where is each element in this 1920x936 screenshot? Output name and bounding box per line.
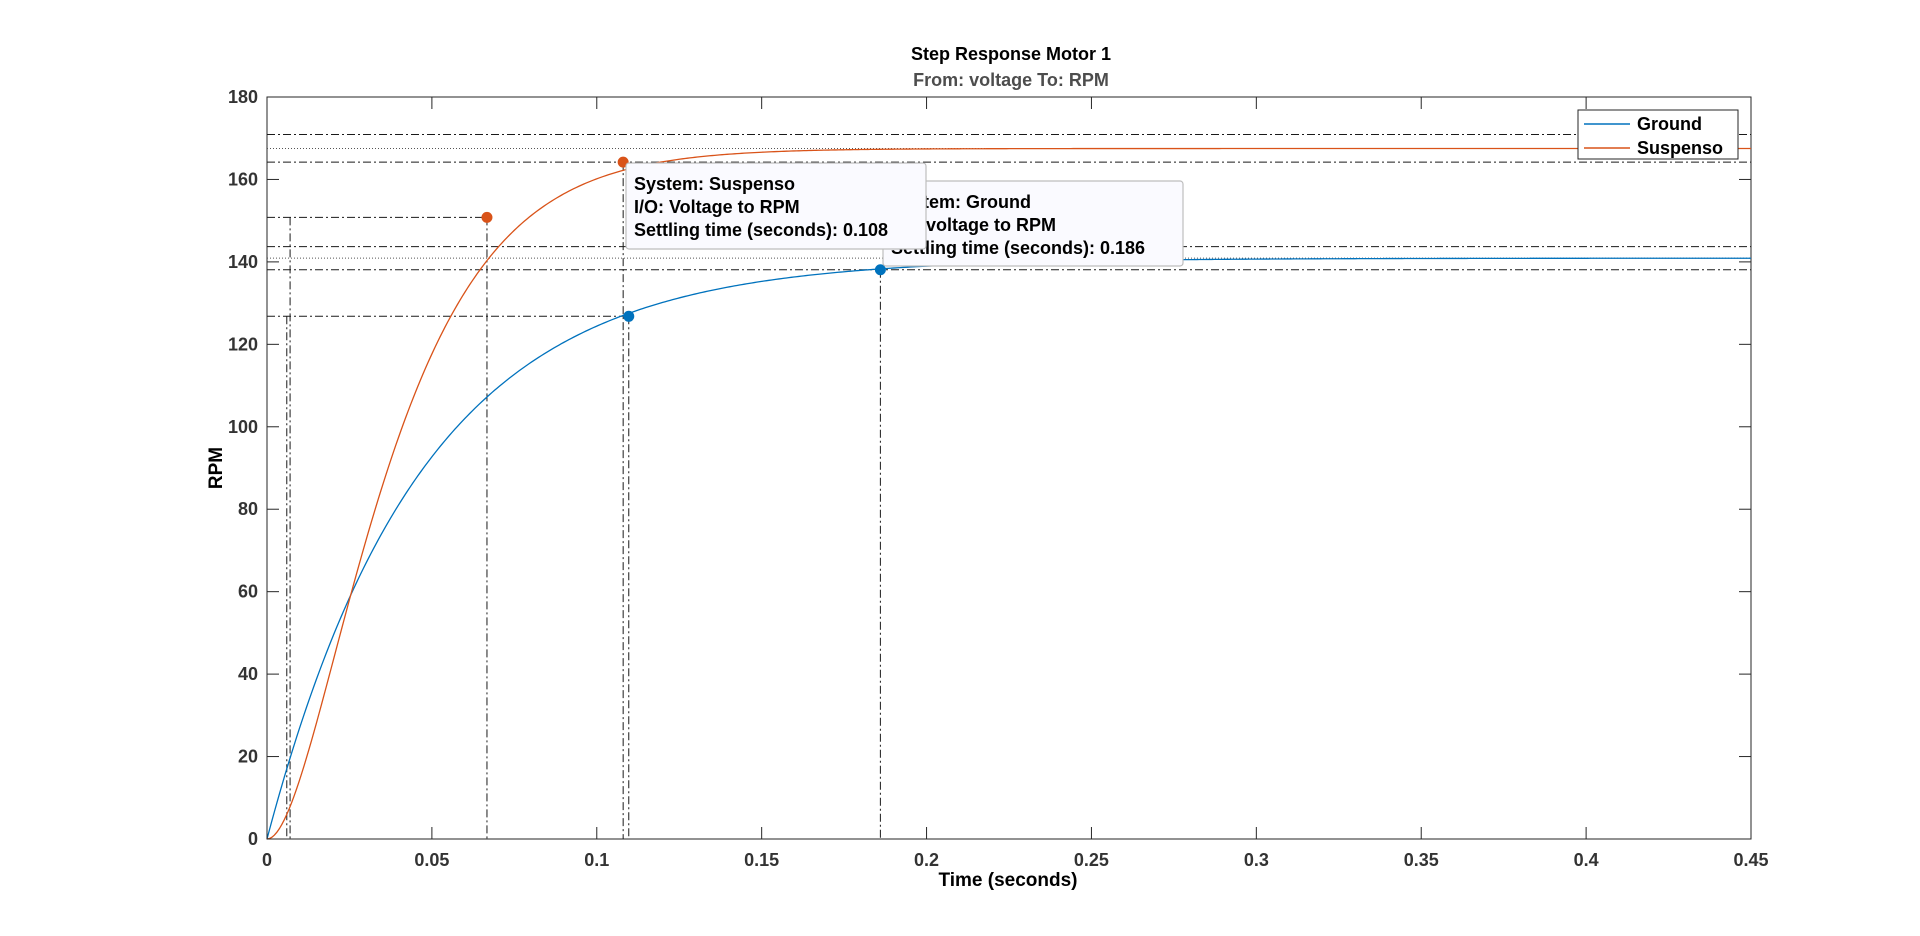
chart-title: Step Response Motor 1 bbox=[911, 44, 1111, 64]
x-tick-label: 0.4 bbox=[1574, 850, 1599, 870]
series-line-suspenso[interactable] bbox=[266, 147, 1751, 840]
y-tick-label: 100 bbox=[228, 417, 258, 437]
y-tick-label: 0 bbox=[248, 829, 258, 849]
y-tick-label: 160 bbox=[228, 169, 258, 189]
y-tick-label: 80 bbox=[238, 499, 258, 519]
x-tick-label: 0.25 bbox=[1074, 850, 1109, 870]
x-tick-label: 0.2 bbox=[914, 850, 939, 870]
axis-ticks: 0 0.05 0.1 0.15 0.2 0.25 0.3 0.35 0.4 0.45 0 20 40 60… bbox=[228, 87, 1769, 870]
datatip-suspenso-io: I/O: Voltage to RPM bbox=[634, 197, 800, 217]
y-tick-label: 120 bbox=[228, 334, 258, 354]
datatip-ground-settling: Settling time (seconds): 0.186 bbox=[891, 238, 1145, 258]
rise-marker-suspenso[interactable] bbox=[481, 211, 493, 223]
y-tick-label: 20 bbox=[238, 747, 258, 767]
datatip-ground-io: I/O: voltage to RPM bbox=[891, 215, 1056, 235]
x-tick-label: 0.45 bbox=[1733, 850, 1768, 870]
x-axis-label: Time (seconds) bbox=[938, 870, 1077, 891]
x-tick-label: 0 bbox=[262, 850, 272, 870]
datatip-suspenso-settling: Settling time (seconds): 0.108 bbox=[634, 220, 888, 240]
datatip-suspenso[interactable]: System: Suspenso I/O: Voltage to RPM Set… bbox=[625, 162, 927, 250]
datatip-suspenso-system: System: Suspenso bbox=[634, 174, 795, 194]
x-tick-label: 0.3 bbox=[1244, 850, 1269, 870]
legend-label-suspenso: Suspenso bbox=[1637, 138, 1723, 158]
x-tick-label: 0.35 bbox=[1404, 850, 1439, 870]
y-tick-label: 140 bbox=[228, 252, 258, 272]
characteristic-markers[interactable] bbox=[481, 156, 886, 322]
x-tick-label: 0.15 bbox=[744, 850, 779, 870]
chart-subtitle: From: voltage To: RPM bbox=[913, 70, 1109, 90]
datatip-ground[interactable]: System: Ground I/O: voltage to RPM Settl… bbox=[882, 180, 1184, 267]
rise-marker-ground[interactable] bbox=[623, 310, 635, 322]
y-axis-label: RPM bbox=[206, 447, 227, 489]
y-tick-label: 40 bbox=[238, 664, 258, 684]
legend[interactable]: Ground Suspenso bbox=[1577, 109, 1739, 160]
y-tick-label: 180 bbox=[228, 87, 258, 107]
legend-box bbox=[1577, 109, 1739, 160]
x-tick-label: 0.05 bbox=[414, 850, 449, 870]
y-tick-label: 60 bbox=[238, 582, 258, 602]
settling-marker-ground[interactable] bbox=[874, 264, 886, 276]
x-tick-label: 0.1 bbox=[584, 850, 609, 870]
legend-label-ground: Ground bbox=[1637, 114, 1702, 134]
